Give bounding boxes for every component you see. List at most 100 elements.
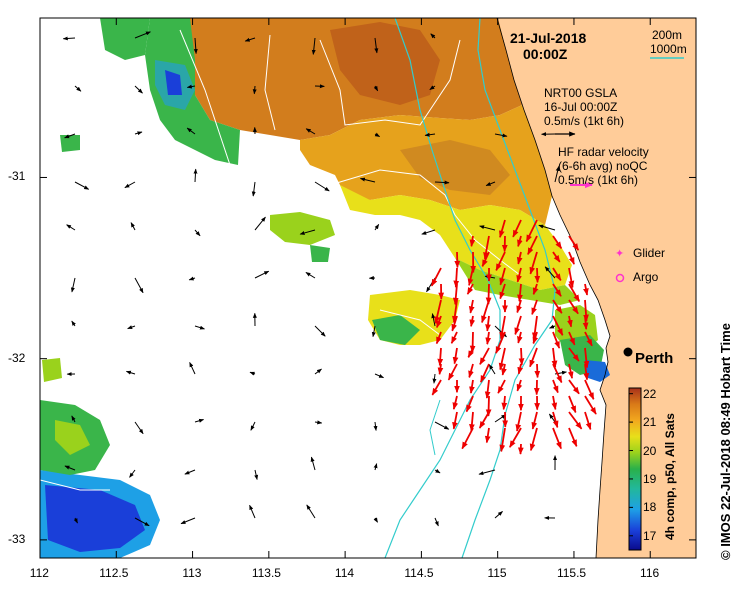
hf-arrow <box>516 251 523 265</box>
hf-arrow <box>529 251 538 275</box>
gsla-arrow <box>371 325 376 338</box>
hf-arrow <box>516 267 522 283</box>
hf-arrow <box>495 331 506 354</box>
hf-arrow <box>534 363 541 379</box>
gsla-arrow <box>180 517 196 525</box>
gsla-arrow <box>421 229 436 235</box>
hf-arrow <box>568 331 576 346</box>
hf-arrow <box>512 219 522 238</box>
hf-arrow <box>568 347 580 362</box>
gsla-arrow <box>254 469 259 480</box>
gsla-arrow <box>134 131 143 136</box>
hf-arrow <box>467 347 474 358</box>
hf-arrow <box>498 347 506 371</box>
hf-arrow <box>552 427 562 450</box>
hf-arrow <box>516 379 523 392</box>
x-tick-label: 115 <box>487 566 507 580</box>
hf-arrow <box>583 283 589 296</box>
x-tick-label: 113.5 <box>251 566 281 580</box>
gsla-arrow <box>424 132 436 137</box>
gsla-arrow <box>73 517 78 524</box>
colorbar-tick-label: 17 <box>643 528 657 543</box>
gsla-legend-line2: 16-Jul 00:00Z <box>544 100 618 114</box>
gsla-arrow <box>373 85 379 92</box>
gsla-arrow <box>374 223 380 231</box>
hf-arrow <box>584 331 593 347</box>
gsla-arrow <box>432 373 437 384</box>
hf-arrow <box>453 267 460 288</box>
x-tick-label: 112 <box>29 566 49 580</box>
gsla-arrow <box>305 272 316 279</box>
hf-arrow <box>481 251 490 267</box>
hf-arrow <box>568 235 580 251</box>
hf-arrow <box>499 315 506 340</box>
hf-arrow <box>452 395 459 410</box>
gsla-arrow <box>188 276 196 281</box>
gsla-arrow <box>252 85 257 95</box>
contour-legend-200m: 200m <box>652 28 683 42</box>
hf-arrow <box>485 315 491 332</box>
gsla-legend-line3: 0.5m/s (1kt 6h) <box>544 114 625 128</box>
hf-arrow <box>465 395 474 413</box>
x-tick-label: 113 <box>182 566 202 580</box>
hf-arrow <box>484 379 491 399</box>
hf-legend-line1: HF radar velocity <box>558 145 649 159</box>
gsla-arrow <box>134 85 143 94</box>
hf-arrow <box>514 315 522 336</box>
gsla-arrow <box>434 421 450 430</box>
gsla-arrow <box>250 421 256 431</box>
x-tick-label: 112.5 <box>99 566 129 580</box>
hf-arrow <box>466 283 474 295</box>
hf-arrow <box>518 347 525 366</box>
hf-arrow <box>568 379 580 395</box>
hf-arrow <box>568 251 575 265</box>
gsla-arrow <box>554 165 560 183</box>
gsla-arrow <box>74 181 90 190</box>
colorbar-tick-label: 18 <box>643 500 657 515</box>
contour-legend-1000m: 1000m <box>650 42 687 56</box>
hf-arrow <box>568 395 577 414</box>
perth-label: Perth <box>635 350 674 367</box>
gsla-arrow <box>134 517 150 527</box>
gsla-arrow <box>374 37 379 54</box>
colorbar-tick-label: 22 <box>643 386 657 401</box>
hf-arrow <box>551 395 558 411</box>
axis-ticks <box>39 18 696 558</box>
colorbar-tick-label: 19 <box>643 471 657 486</box>
hf-arrow <box>469 379 475 394</box>
gsla-arrow <box>64 133 76 139</box>
hf-arrow <box>532 331 539 345</box>
gsla-arrow <box>66 224 76 231</box>
hf-arrow <box>501 363 507 376</box>
gsla-arrow <box>71 415 76 423</box>
hf-arrow <box>517 283 523 302</box>
hf-arrow <box>497 379 506 394</box>
hf-arrow <box>483 235 490 260</box>
gsla-arrow <box>374 132 381 138</box>
hf-arrow <box>551 347 558 368</box>
gsla-arrow <box>194 229 201 237</box>
hf-arrow <box>484 427 491 444</box>
hf-arrow <box>517 443 524 455</box>
hf-arrow <box>452 283 459 305</box>
gsla-arrow <box>429 85 436 91</box>
hf-arrow <box>469 235 476 247</box>
gsla-arrow <box>129 469 136 478</box>
colorbar-tick-label: 21 <box>643 415 657 430</box>
y-tick-label: -33 <box>8 531 26 546</box>
gsla-arrow <box>488 364 496 375</box>
gsla-arrow <box>494 133 508 138</box>
hf-arrow <box>435 331 442 345</box>
gsla-arrow <box>306 504 316 519</box>
map-time: 00:00Z <box>523 46 568 62</box>
glider-symbol: ✦ <box>615 247 624 260</box>
hf-arrow <box>517 331 523 344</box>
gsla-arrow <box>434 468 441 474</box>
hf-arrow <box>552 235 563 249</box>
gsla-arrow <box>314 325 326 337</box>
gsla-arrow <box>194 325 205 330</box>
land-mass <box>497 18 696 558</box>
gsla-arrow <box>305 128 316 135</box>
hf-arrow <box>583 347 590 369</box>
gsla-arrow <box>494 414 507 423</box>
